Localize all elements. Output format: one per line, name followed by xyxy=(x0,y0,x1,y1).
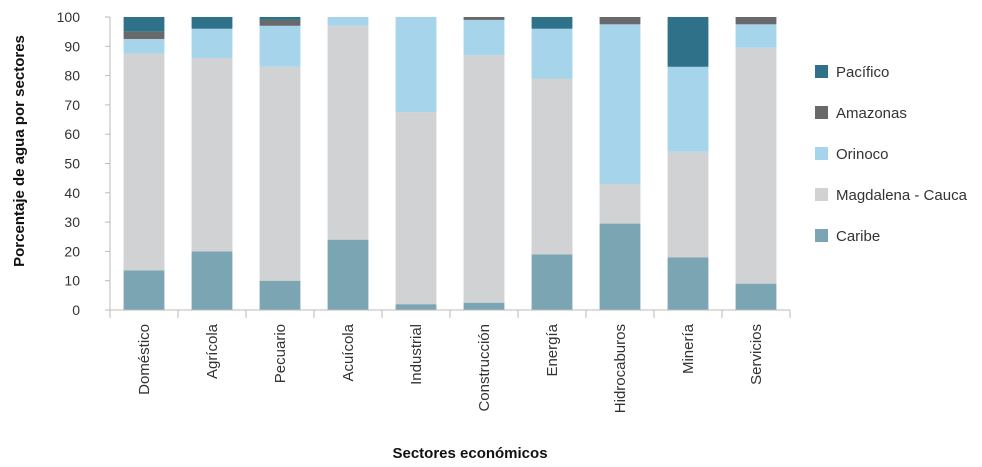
bar-segment-caribe-agricola xyxy=(191,251,233,310)
y-tick-label: 40 xyxy=(64,185,80,201)
bar-segment-caribe-energia xyxy=(531,254,573,310)
bar-segment-pacifico-mineria xyxy=(667,17,709,67)
bar-segment-magdalena-cauca-industrial xyxy=(395,112,437,305)
x-tick-label-servicios: Servicios xyxy=(748,324,765,385)
bar-segment-pacifico-pecuario xyxy=(259,17,301,20)
y-tick-label: 60 xyxy=(64,126,80,142)
x-tick-label-pecuario: Pecuario xyxy=(272,324,289,383)
x-axis: Doméstico Agrícola Pecuario Acuícola Industr… xyxy=(109,309,791,413)
bar-segment-caribe-hidrocaburos xyxy=(599,223,641,310)
legend: Pacífico Amazonas Orinoco Magdalena - Cauca… xyxy=(815,64,968,245)
bar-segment-magdalena-cauca-mineria xyxy=(667,151,709,258)
legend-item-amazonas: Amazonas xyxy=(815,105,907,122)
bar-segment-caribe-acuicola xyxy=(327,239,369,310)
x-tick-label-agricola: Agrícola xyxy=(204,323,221,379)
y-tick-label: 80 xyxy=(64,68,80,84)
bar-segment-caribe-construccion xyxy=(463,302,505,310)
legend-swatch xyxy=(815,229,828,242)
legend-swatch xyxy=(815,65,828,78)
x-tick-label-hidrocaburos: Hidrocaburos xyxy=(612,324,629,413)
bar-segment-orinoco-pecuario xyxy=(259,25,301,67)
bar-segment-amazonas-construccion xyxy=(463,17,505,20)
bar-segment-magdalena-cauca-agricola xyxy=(191,58,233,252)
bar-segment-orinoco-acuicola xyxy=(327,17,369,26)
bar-segment-orinoco-hidrocaburos xyxy=(599,24,641,185)
bar-segment-magdalena-cauca-hidrocaburos xyxy=(599,184,641,224)
bar-segment-amazonas-pecuario xyxy=(259,19,301,26)
bar-segment-amazonas-domestico xyxy=(123,31,165,39)
bar-segment-caribe-servicios xyxy=(735,283,777,310)
legend-item-pacifico: Pacífico xyxy=(815,64,889,81)
y-axis-title: Porcentaje de agua por sectores xyxy=(11,35,28,267)
x-tick-label-acuicola: Acuícola xyxy=(340,323,357,381)
bar-segment-orinoco-servicios xyxy=(735,24,777,48)
y-tick-label: 30 xyxy=(64,214,80,230)
bar-segment-caribe-domestico xyxy=(123,270,165,310)
y-tick-label: 20 xyxy=(64,243,80,259)
legend-swatch xyxy=(815,147,828,160)
y-tick-label: 0 xyxy=(72,302,80,318)
bar-segment-orinoco-mineria xyxy=(667,66,709,152)
bar-segment-orinoco-energia xyxy=(531,28,573,79)
bar-segment-magdalena-cauca-energia xyxy=(531,78,573,255)
x-tick-label-construccion: Construcción xyxy=(476,324,493,412)
bar-segment-pacifico-energia xyxy=(531,17,573,29)
bar-segment-magdalena-cauca-acuicola xyxy=(327,25,369,240)
bar-segment-magdalena-cauca-servicios xyxy=(735,47,777,284)
legend-item-magdalena-cauca: Magdalena - Cauca xyxy=(815,187,968,204)
x-tick-label-mineria: Minería xyxy=(680,323,697,374)
bar-segment-orinoco-industrial xyxy=(395,17,437,113)
y-tick-label: 100 xyxy=(57,9,81,25)
bar-segment-magdalena-cauca-domestico xyxy=(123,53,165,271)
legend-swatch xyxy=(815,188,828,201)
legend-item-caribe: Caribe xyxy=(815,228,880,245)
y-axis: 0 10 20 30 40 50 60 70 80 90 100 xyxy=(57,9,111,318)
bar-segment-amazonas-servicios xyxy=(735,17,777,25)
legend-label: Magdalena - Cauca xyxy=(836,187,968,204)
bar-segment-orinoco-construccion xyxy=(463,19,505,56)
y-tick-label: 10 xyxy=(64,273,80,289)
bar-segment-caribe-pecuario xyxy=(259,280,301,310)
x-tick-label-domestico: Doméstico xyxy=(136,324,153,395)
legend-label: Orinoco xyxy=(836,146,889,163)
x-tick-label-industrial: Industrial xyxy=(408,324,425,385)
bar-segment-amazonas-hidrocaburos xyxy=(599,17,641,25)
legend-swatch xyxy=(815,106,828,119)
y-tick-label: 70 xyxy=(64,97,80,113)
bar-segment-orinoco-agricola xyxy=(191,28,233,59)
x-axis-title: Sectores económicos xyxy=(392,445,547,462)
bar-segment-caribe-industrial xyxy=(395,304,437,310)
bar-segment-caribe-mineria xyxy=(667,257,709,310)
bar-segment-pacifico-agricola xyxy=(191,17,233,29)
bar-segment-orinoco-domestico xyxy=(123,38,165,54)
y-tick-label: 50 xyxy=(64,156,80,172)
bar-segment-magdalena-cauca-construccion xyxy=(463,55,505,303)
legend-label: Pacífico xyxy=(836,64,889,81)
bars xyxy=(123,17,777,310)
y-tick-label: 90 xyxy=(64,38,80,54)
bar-segment-pacifico-domestico xyxy=(123,17,165,32)
legend-label: Caribe xyxy=(836,228,880,245)
bar-segment-magdalena-cauca-pecuario xyxy=(259,66,301,281)
x-tick-label-energia: Energía xyxy=(544,323,561,376)
legend-label: Amazonas xyxy=(836,105,907,122)
legend-item-orinoco: Orinoco xyxy=(815,146,889,163)
